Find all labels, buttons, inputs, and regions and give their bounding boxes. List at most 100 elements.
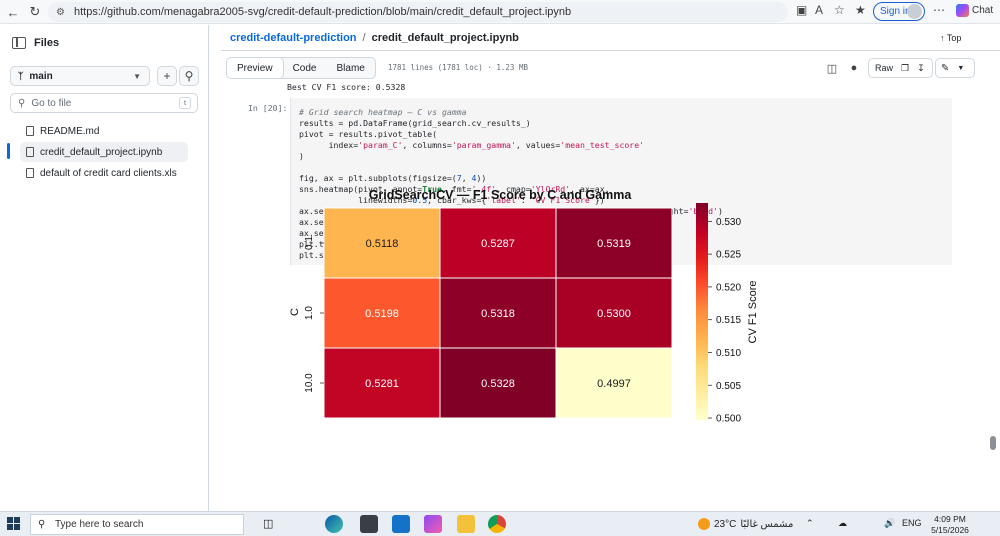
language-indicator[interactable]: ENG (902, 518, 922, 528)
code-line: index='param_C', columns='param_gamma', … (299, 140, 645, 150)
file-icon (26, 147, 34, 157)
weather-widget[interactable]: 23°C مشمس غالبًا (698, 518, 793, 530)
system-clock[interactable]: 4:09 PM 5/15/2026 (920, 514, 980, 536)
url-text: https://github.com/menagabra2005-svg/cre… (74, 6, 572, 18)
file-toolbar: Preview Code Blame 1781 lines (1781 loc)… (221, 55, 981, 81)
arrow-up-icon: ↑ (940, 33, 945, 43)
heatmap-cell (555, 347, 673, 419)
files-title: Files (34, 37, 60, 49)
branch-selector[interactable]: ᛉ main ▼ (10, 66, 150, 86)
heatmap-cell-label: 0.5319 (597, 238, 631, 250)
chevron-down-icon: ▼ (133, 71, 141, 81)
heatmap-cell (439, 277, 557, 349)
copilot-chat-icon[interactable]: ● (850, 62, 858, 74)
copilot-app-icon[interactable] (424, 515, 442, 533)
favorite-icon[interactable]: ☆ (834, 3, 845, 17)
download-icon[interactable]: ↧ (917, 62, 925, 73)
heatmap-cell-label: 0.5118 (366, 238, 399, 250)
copy-icon[interactable]: ❐ (901, 62, 910, 73)
tab-code[interactable]: Code (292, 62, 317, 74)
code-line: fig, ax = plt.subplots(figsize=(7, 4)) (299, 173, 487, 183)
file-icon (26, 168, 34, 178)
volume-icon[interactable]: 🔊 (884, 518, 896, 528)
cell-prompt: In [20]: (248, 103, 288, 113)
code-line: pivot = results.pivot_table( (299, 129, 438, 139)
breadcrumb-separator: / (362, 32, 366, 44)
temperature: 23°C (714, 518, 737, 530)
shortcut-hint: t (179, 97, 191, 109)
current-file-name: credit_default_project.ipynb (371, 32, 519, 44)
tab-preview[interactable]: Preview (226, 58, 284, 78)
colorbar-label: CV F1 Score (747, 281, 759, 344)
file-item-xls[interactable]: default of credit card clients.xls (20, 163, 188, 183)
page-scrollbar[interactable] (990, 436, 996, 450)
clock-time: 4:09 PM (934, 514, 966, 524)
browser-toolbar: ← ↻ ⚙ https://github.com/menagabra2005-s… (0, 0, 1000, 24)
breadcrumb: credit-default-prediction / credit_defau… (230, 32, 519, 44)
sign-in-label: Sign in (880, 6, 911, 17)
tab-blame[interactable]: Blame (336, 62, 365, 74)
copilot-icon (956, 4, 969, 17)
file-tree-sidebar: Files ᛉ main ▼ + ⚲ ⚲ Go to file t README… (0, 25, 209, 511)
heatmap-cell-label: 0.5198 (365, 308, 399, 320)
network-icon[interactable]: ☁ (838, 518, 847, 528)
outlook-icon[interactable] (392, 515, 410, 533)
heatmap-cell (555, 277, 673, 349)
edge-icon[interactable] (325, 515, 343, 533)
raw-button[interactable]: Raw ❐ ↧ (868, 58, 933, 78)
repo-link[interactable]: credit-default-prediction (230, 32, 357, 44)
edit-button[interactable]: ✎ ▼ (935, 58, 975, 78)
pencil-icon: ✎ (941, 62, 950, 74)
top-label: Top (946, 33, 962, 43)
heatmap-cell-label: 0.5287 (481, 238, 515, 250)
colorbar-tick-label: 0.530 (716, 217, 741, 228)
colorbar-tick-label: 0.515 (716, 315, 741, 326)
back-icon[interactable]: ← (6, 4, 20, 20)
favorites-bar-icon[interactable]: ★ (855, 3, 866, 17)
top-button[interactable]: ↑ Top (940, 33, 961, 43)
heatmap-cell (323, 347, 441, 419)
code-line: # Grid search heatmap — C vs gamma (299, 107, 467, 117)
chrome-icon[interactable] (488, 515, 506, 533)
colorbar-tick-label: 0.510 (716, 348, 741, 359)
refresh-icon[interactable]: ↻ (29, 4, 41, 19)
taskbar-search-input[interactable]: ⚲ Type here to search (30, 514, 244, 535)
heatmap-cell-label: 0.4997 (597, 378, 631, 390)
reader-icon[interactable]: ▣ (796, 3, 808, 17)
heatmap-chart: GridSearchCV — F1 Score by C and Gamma C… (289, 188, 759, 425)
task-view-icon[interactable]: ◫ (263, 518, 274, 530)
colorbar-tick-label: 0.505 (716, 381, 741, 392)
store-icon[interactable] (360, 515, 378, 533)
heatmap-cell-label: 0.5281 (365, 378, 399, 390)
more-icon[interactable]: ⋯ (933, 3, 945, 17)
address-bar[interactable]: ⚙ https://github.com/menagabra2005-svg/c… (48, 2, 788, 22)
branch-name: main (29, 70, 53, 82)
y-tick-label: 0.1 (304, 236, 315, 250)
read-aloud-icon[interactable]: A (815, 3, 824, 17)
go-to-file-input[interactable]: ⚲ Go to file t (10, 93, 198, 113)
collapse-panel-icon[interactable] (12, 37, 26, 49)
copilot-chat-button[interactable]: Chat (956, 4, 993, 17)
y-tick-label: 10.0 (304, 373, 315, 393)
sun-icon (698, 518, 710, 530)
windows-start-icon[interactable] (7, 517, 21, 531)
copilot-open-icon[interactable]: ◫ (826, 62, 838, 75)
raw-label: Raw (875, 63, 894, 73)
heatmap-cell (439, 347, 557, 419)
file-item-readme[interactable]: README.md (20, 121, 188, 141)
file-explorer-icon[interactable] (457, 515, 475, 533)
file-item-notebook[interactable]: credit_default_project.ipynb (20, 142, 188, 162)
weather-text: مشمس غالبًا (740, 518, 794, 530)
chevron-down-icon: ▼ (957, 64, 965, 72)
chevron-up-icon[interactable]: ⌃ (806, 518, 814, 528)
colorbar-tick-label: 0.520 (716, 282, 741, 293)
search-button[interactable]: ⚲ (179, 66, 199, 86)
add-file-button[interactable]: + (157, 66, 177, 86)
branch-icon: ᛉ (18, 71, 24, 81)
sign-in-button[interactable]: Sign in (873, 2, 925, 21)
go-to-file-placeholder: Go to file (31, 97, 72, 109)
site-info-icon[interactable]: ⚙ (56, 6, 65, 18)
colorbar-tick-label: 0.525 (716, 250, 741, 261)
view-switcher: Preview Code Blame (226, 57, 376, 79)
taskbar-search-placeholder: Type here to search (55, 519, 144, 530)
